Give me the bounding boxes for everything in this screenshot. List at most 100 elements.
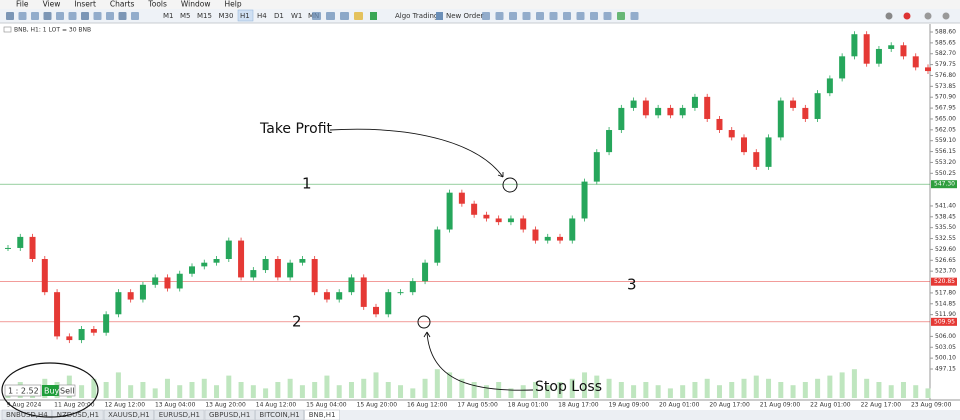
timeframe-button[interactable]: D1 [274, 12, 284, 20]
menu-item[interactable]: Insert [74, 0, 96, 9]
chart-tab[interactable] [304, 409, 340, 420]
tool-icon[interactable] [522, 12, 531, 20]
menu-item[interactable]: Charts [110, 0, 135, 9]
chart-tab-label[interactable]: NZDUSD,H1 [57, 411, 99, 419]
volume-bar [434, 369, 440, 398]
tool-icon[interactable] [6, 12, 14, 20]
zone-label: 1 [302, 175, 312, 193]
price-label: 579.75 [935, 61, 956, 68]
volume-bar [459, 378, 465, 398]
chart-tab-label[interactable]: BNB,H1 [309, 411, 336, 419]
status-icon[interactable] [942, 12, 950, 20]
time-label: 22 Aug 01:00 [810, 402, 851, 409]
tool-icon[interactable] [118, 12, 127, 20]
chart-tab[interactable] [154, 409, 205, 420]
volume-bar [214, 385, 220, 398]
tool-icon[interactable] [68, 12, 77, 20]
tool-icon[interactable] [563, 12, 571, 20]
candle-body [189, 266, 195, 274]
timeframe-button[interactable]: W1 [291, 12, 302, 20]
order-icon[interactable] [436, 12, 443, 20]
candle-body [373, 306, 379, 315]
menu-item[interactable]: File [16, 0, 29, 9]
timeframe-button[interactable]: M5 [180, 12, 191, 20]
ratio: 1 : 2.52 [8, 387, 39, 396]
chart-tab-label[interactable]: XAUUSD,H1 [108, 411, 150, 419]
price-label: 582.70 [935, 50, 956, 57]
chart-tab[interactable] [204, 409, 255, 420]
price-label: 576.80 [935, 72, 956, 79]
tool-icon[interactable] [106, 12, 114, 20]
buy-label[interactable]: Buy [44, 387, 60, 396]
menu-item[interactable]: View [43, 0, 61, 9]
tool-icon[interactable] [131, 12, 139, 20]
tool-icon[interactable] [93, 12, 102, 20]
price-label: 565.00 [935, 115, 956, 122]
chart-tab-label[interactable]: GBPUSD,H1 [209, 411, 250, 419]
tool-icon[interactable] [43, 12, 52, 20]
algo-icon[interactable] [370, 12, 377, 20]
tool-icon[interactable] [81, 12, 89, 20]
time-label: 17 Aug 05:00 [457, 402, 498, 409]
tool-icon[interactable] [549, 12, 558, 20]
candle-body [78, 329, 85, 341]
sell-button[interactable] [58, 384, 76, 397]
timeframe-button[interactable]: H1 [240, 12, 250, 20]
tool-icon[interactable] [536, 12, 544, 20]
price-label: 529.60 [935, 246, 956, 253]
status-icon[interactable] [903, 12, 911, 20]
menu-item[interactable]: Window [181, 0, 211, 9]
candle-body [127, 292, 134, 300]
timeframe-button[interactable]: M1 [163, 12, 174, 20]
chart-tab[interactable] [103, 409, 154, 420]
tool-icon[interactable] [509, 12, 517, 20]
tool-icon[interactable] [18, 12, 27, 20]
chart-tab-label[interactable]: EURUSD,H1 [159, 411, 200, 419]
tool-icon[interactable] [340, 12, 349, 20]
tool-icon[interactable] [354, 12, 363, 20]
candle-body [201, 262, 208, 267]
timeframe-button[interactable]: M30 [219, 12, 234, 20]
tool-icon[interactable] [603, 12, 612, 20]
tool-icon[interactable] [576, 12, 585, 20]
menu-item[interactable]: Tools [147, 0, 167, 9]
status-icon[interactable] [885, 12, 893, 20]
chart-tab-label[interactable]: BNBUSD,H4 [6, 411, 48, 419]
volume-bar [471, 382, 477, 398]
tool-icon[interactable] [56, 12, 64, 20]
candle-body [802, 107, 809, 119]
menu-item[interactable]: Help [224, 0, 241, 9]
candle-body [274, 259, 281, 278]
timeframe-button[interactable]: H4 [257, 12, 267, 20]
buy-button[interactable] [42, 385, 59, 396]
sell-label[interactable]: Sell [60, 387, 74, 396]
volume-bar [802, 382, 808, 398]
price-label: 532.55 [935, 235, 956, 242]
tool-icon[interactable] [617, 12, 625, 20]
volume-bar [729, 382, 735, 398]
tool-icon[interactable] [630, 12, 639, 20]
tool-icon[interactable] [312, 12, 321, 20]
volume-bar [496, 382, 502, 398]
timeframe-button[interactable]: M15 [197, 12, 212, 20]
algo-trading-button[interactable]: Algo Trading [395, 12, 438, 20]
tool-icon[interactable] [495, 12, 504, 20]
candle-body [139, 284, 146, 300]
chart-tab[interactable] [1, 409, 52, 420]
volume-bar [164, 378, 170, 398]
new-order-button[interactable]: New Order [446, 12, 484, 20]
tool-icon[interactable] [482, 12, 490, 20]
tool-icon[interactable] [326, 12, 335, 20]
chart-tab[interactable] [255, 409, 304, 420]
volume-bar [716, 385, 722, 398]
volume-bar [778, 382, 784, 398]
chart-tab[interactable] [52, 409, 104, 420]
volume-bar [250, 385, 256, 398]
volume-bar [680, 385, 686, 398]
price-label: 541.40 [935, 202, 956, 209]
tool-icon[interactable] [590, 12, 598, 20]
volume-bar [545, 385, 551, 398]
status-icon[interactable] [924, 12, 932, 20]
chart-tab-label[interactable]: BITCOIN,H1 [259, 411, 299, 419]
tool-icon[interactable] [31, 12, 39, 20]
